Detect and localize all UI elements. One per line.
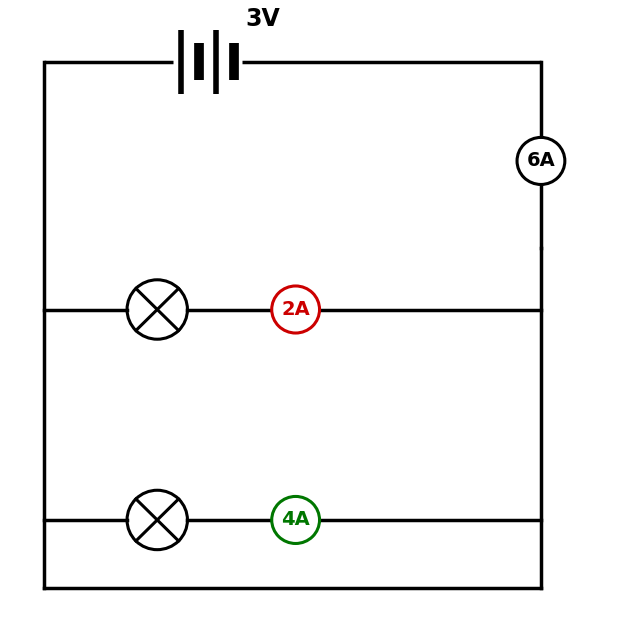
Text: 3V: 3V [245, 7, 280, 31]
Circle shape [272, 496, 320, 543]
Circle shape [517, 137, 565, 184]
Text: 2A: 2A [281, 300, 310, 319]
Circle shape [272, 286, 320, 333]
Text: 4A: 4A [281, 511, 310, 529]
Text: 6A: 6A [526, 152, 555, 170]
